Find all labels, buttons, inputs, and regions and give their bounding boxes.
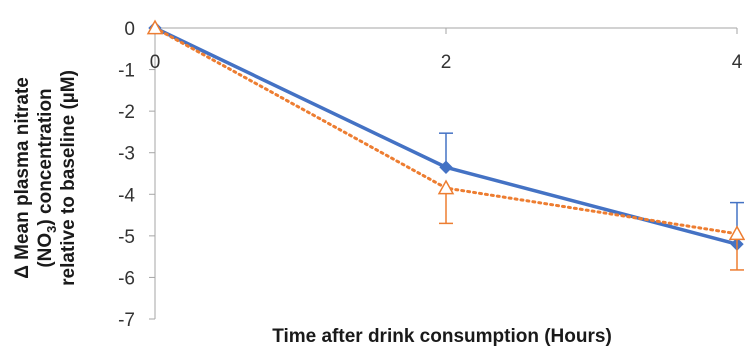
y-tick-label: -7	[118, 310, 135, 331]
y-tick-label: -4	[118, 185, 135, 206]
x-tick-label: 4	[732, 52, 743, 73]
x-tick-label: 2	[441, 52, 452, 73]
y-tick-label: -3	[118, 144, 135, 165]
y-tick-label: -6	[118, 268, 135, 289]
y-axis-title-line-2: (NO3) concentration	[35, 88, 59, 267]
data-point	[437, 179, 455, 195]
y-axis-title-subscript: 3	[44, 226, 59, 233]
data-point	[728, 225, 745, 241]
y-axis-title: Δ Mean plasma nitrate (NO3) concentratio…	[12, 70, 79, 286]
y-axis-title-line-3: relative to baseline (µM)	[58, 70, 79, 286]
y-axis-title-line-1: Δ Mean plasma nitrate	[12, 77, 33, 279]
y-tick-labels: 0 -1 -2 -3 -4 -5 -6 -7	[118, 19, 135, 331]
y-axis-title-prefix: (NO	[35, 233, 56, 268]
y-tick-label: 0	[124, 19, 135, 40]
y-axis-title-line-2-rest: concentration	[35, 88, 56, 214]
series-layer	[146, 19, 745, 271]
x-tick-labels: 0 2 4	[150, 52, 743, 73]
x-tick-label: 0	[150, 52, 161, 73]
data-point	[439, 160, 453, 174]
data-point	[146, 19, 164, 35]
y-tick-label: -1	[118, 61, 135, 82]
y-tick-label: -2	[118, 102, 135, 123]
y-axis-title-suffix: )	[35, 219, 56, 225]
series-2	[146, 19, 745, 271]
x-axis-title: Time after drink consumption (Hours)	[272, 326, 612, 347]
y-tick-label: -5	[118, 227, 135, 248]
axes	[149, 27, 738, 320]
